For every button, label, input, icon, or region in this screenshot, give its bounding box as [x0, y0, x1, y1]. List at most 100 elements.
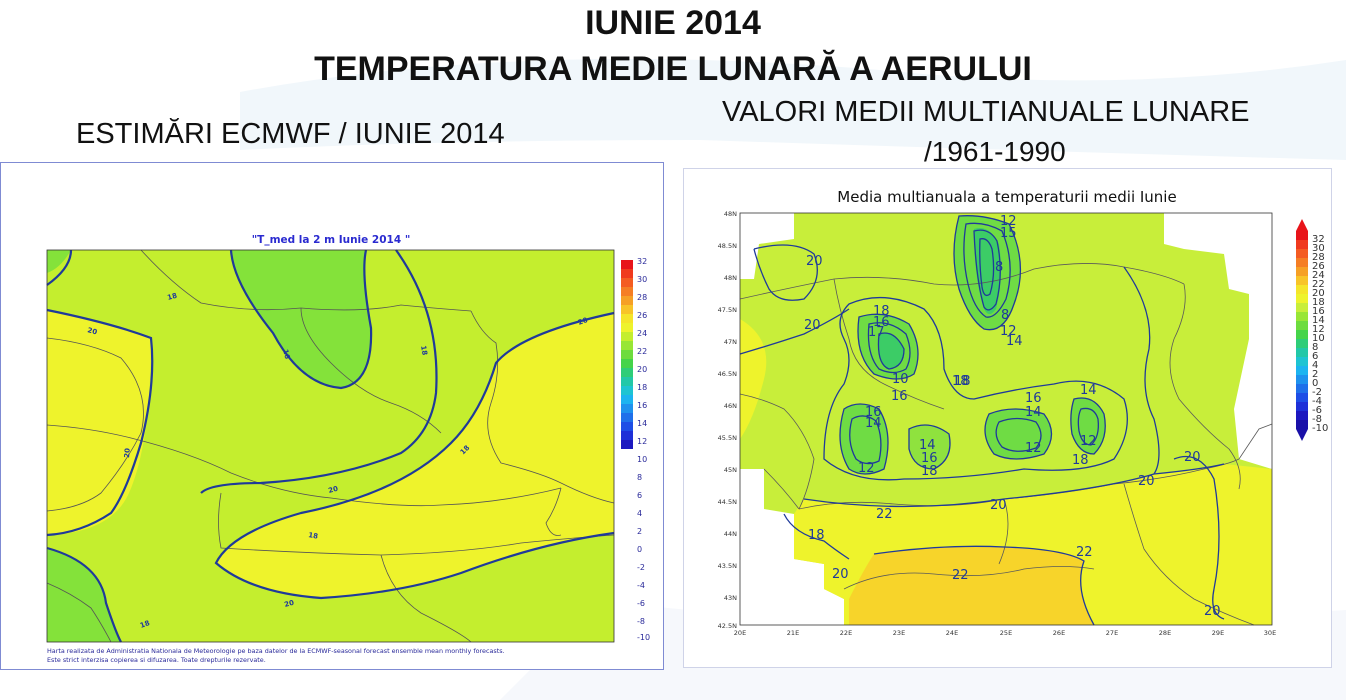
svg-text:22E: 22E: [840, 629, 852, 637]
svg-text:30E: 30E: [1264, 629, 1276, 637]
svg-text:8: 8: [637, 473, 642, 482]
svg-text:20: 20: [577, 316, 589, 327]
svg-text:17: 17: [868, 325, 885, 340]
svg-text:12: 12: [1000, 214, 1017, 229]
left-warm-zone-west: [47, 310, 151, 535]
svg-text:16: 16: [637, 401, 647, 410]
svg-text:28: 28: [637, 293, 647, 302]
left-colorbar: [621, 260, 633, 449]
svg-text:14: 14: [865, 416, 882, 431]
svg-text:20: 20: [806, 254, 823, 269]
svg-text:8: 8: [1312, 342, 1318, 353]
svg-text:20E: 20E: [734, 629, 746, 637]
svg-text:46.5N: 46.5N: [718, 370, 737, 378]
svg-text:24E: 24E: [946, 629, 958, 637]
left-map-footnote-line2: Este strict interzisa copierea si difuza…: [47, 656, 266, 664]
svg-text:14: 14: [1312, 315, 1325, 326]
svg-text:20: 20: [990, 498, 1007, 513]
svg-text:16: 16: [891, 389, 908, 404]
svg-text:24: 24: [1312, 270, 1325, 281]
svg-text:48N: 48N: [724, 210, 737, 218]
svg-text:20: 20: [86, 326, 98, 336]
svg-text:14: 14: [637, 419, 647, 428]
svg-text:-10: -10: [1312, 423, 1328, 434]
svg-text:12: 12: [1025, 441, 1042, 456]
svg-text:-4: -4: [1312, 396, 1322, 407]
svg-text:8: 8: [995, 260, 1003, 275]
svg-text:-4: -4: [637, 581, 645, 590]
svg-text:20: 20: [1138, 474, 1155, 489]
slide-title-line2: TEMPERATURA MEDIE LUNARĂ A AERULUI: [314, 50, 1032, 88]
svg-text:-8: -8: [637, 617, 645, 626]
svg-text:26: 26: [637, 311, 647, 320]
climatology-map: Media multianuala a temperaturii medii I…: [718, 188, 1329, 637]
right-map-caption-line2: /1961-1990: [924, 136, 1066, 167]
svg-text:16: 16: [281, 348, 291, 360]
svg-text:25E: 25E: [1000, 629, 1012, 637]
svg-text:10: 10: [1312, 333, 1325, 344]
right-map-title: Media multianuala a temperaturii medii I…: [837, 188, 1176, 206]
svg-text:18: 18: [1072, 453, 1089, 468]
right-latitude-labels: 48N 48.5N 48N 47.5N 47N 46.5N 46N 45.5N …: [718, 210, 737, 630]
svg-text:28E: 28E: [1159, 629, 1171, 637]
svg-text:2: 2: [1312, 369, 1318, 380]
svg-text:16: 16: [873, 315, 890, 330]
svg-text:18: 18: [808, 528, 825, 543]
right-contour-labels: 20 20 18 16 17 10 16 18 8 8 12 14 12 15 …: [804, 214, 1221, 619]
svg-text:14: 14: [919, 438, 936, 453]
svg-text:6: 6: [637, 491, 642, 500]
svg-text:32: 32: [1312, 234, 1325, 245]
left-warm-zone-south: [216, 313, 614, 598]
svg-text:-2: -2: [637, 563, 645, 572]
svg-text:24: 24: [637, 329, 647, 338]
svg-text:0: 0: [637, 545, 642, 554]
svg-text:45N: 45N: [724, 466, 737, 474]
svg-text:-6: -6: [637, 599, 645, 608]
svg-text:18: 18: [637, 383, 647, 392]
svg-text:20: 20: [327, 485, 339, 495]
svg-text:48N: 48N: [724, 274, 737, 282]
svg-text:10: 10: [892, 372, 909, 387]
svg-text:20: 20: [1312, 288, 1325, 299]
svg-text:18: 18: [308, 531, 319, 541]
left-isotherms: [46, 249, 615, 643]
svg-text:12: 12: [858, 461, 875, 476]
svg-text:14: 14: [1006, 334, 1023, 349]
left-cold-zone: [231, 250, 372, 388]
svg-text:28: 28: [1312, 252, 1325, 263]
svg-text:-6: -6: [1312, 405, 1322, 416]
svg-text:42.5N: 42.5N: [718, 622, 737, 630]
svg-text:22: 22: [876, 507, 893, 522]
svg-text:29E: 29E: [1212, 629, 1224, 637]
svg-text:16: 16: [1312, 306, 1325, 317]
svg-text:30: 30: [1312, 243, 1325, 254]
svg-text:20: 20: [283, 599, 295, 609]
right-colorbar-ticks: 32 30 28 26 24 22 20 18 16 14 12 10 8 6 …: [1312, 234, 1328, 434]
svg-text:48.5N: 48.5N: [718, 242, 737, 250]
svg-text:2: 2: [637, 527, 642, 536]
svg-text:21E: 21E: [787, 629, 799, 637]
svg-text:-10: -10: [637, 633, 650, 642]
right-hot-zone-danube: [849, 546, 1094, 625]
svg-text:18: 18: [1312, 297, 1325, 308]
svg-text:4: 4: [1312, 360, 1318, 371]
svg-text:22: 22: [1076, 545, 1093, 560]
svg-text:20: 20: [123, 448, 132, 459]
left-map-caption: ESTIMĂRI ECMWF / IUNIE 2014: [76, 118, 505, 150]
svg-text:14: 14: [1080, 383, 1097, 398]
svg-text:15: 15: [1000, 226, 1017, 241]
right-map-caption-line1: VALORI MEDII MULTIANUALE LUNARE: [722, 96, 1250, 128]
svg-text:18: 18: [166, 292, 178, 302]
svg-text:18: 18: [139, 619, 151, 630]
svg-text:26E: 26E: [1053, 629, 1065, 637]
left-country-borders: [46, 249, 615, 643]
svg-text:12: 12: [1312, 324, 1325, 335]
right-longitude-labels: 20E 21E 22E 23E 24E 25E 26E 27E 28E 29E …: [734, 629, 1276, 637]
svg-text:12: 12: [637, 437, 647, 446]
left-map-footnote-line1: Harta realizata de Administratia Nationa…: [47, 647, 505, 655]
svg-text:44.5N: 44.5N: [718, 498, 737, 506]
svg-text:47N: 47N: [724, 338, 737, 346]
ecmwf-forecast-map: "T_med la 2 m Iunie 2014 ": [46, 234, 650, 664]
svg-text:22: 22: [1312, 279, 1325, 290]
svg-text:20: 20: [1204, 604, 1221, 619]
